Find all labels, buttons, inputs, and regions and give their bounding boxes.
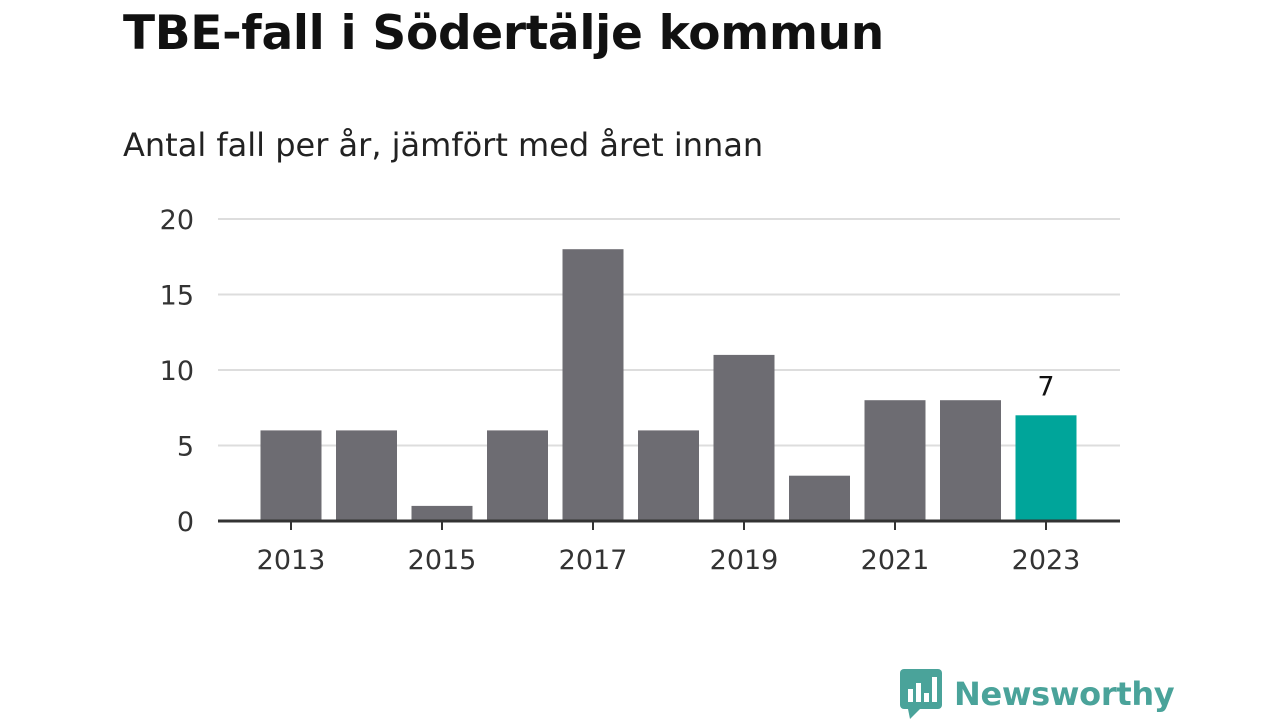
bar-2019 [713,354,775,521]
y-tick-label: 5 [177,432,194,463]
x-tick-label: 2019 [710,545,779,576]
labels: 0 5 10 15 20 7 2013 2015 2017 2019 2021 2023 [160,205,1081,576]
y-tick-label: 15 [160,281,194,312]
bars [260,249,1077,521]
chart-title: TBE-fall i Södertälje kommun [123,6,884,61]
x-tick-label: 2015 [408,545,477,576]
bar-2017 [562,249,624,521]
y-tick-label: 20 [160,205,194,236]
chart-subtitle: Antal fall per år, jämfört med året inna… [123,126,764,164]
x-tick-label: 2021 [861,545,930,576]
brand-name: Newsworthy [954,675,1175,713]
bar-2022 [940,400,1001,521]
axes [218,519,1120,530]
bar-2023 [1015,415,1077,521]
bar-chart-speech-bubble-icon [900,669,942,719]
bar-chart: 0 5 10 15 20 7 2013 2015 2017 2019 2021 2023 [160,205,1120,576]
bar-2020 [789,475,850,521]
bar-2014 [336,430,397,521]
bar-2021 [864,400,926,521]
bar-2016 [487,430,548,521]
x-tick-label: 2013 [257,545,326,576]
brand-logo: Newsworthy [900,668,1175,720]
y-tick-label: 10 [160,356,194,387]
data-label-2023: 7 [1037,371,1054,402]
bar-2015 [411,505,473,521]
bar-2013 [260,430,322,521]
x-tick-label: 2017 [559,545,628,576]
y-tick-label: 0 [177,507,194,538]
x-tick-label: 2023 [1012,545,1081,576]
bar-2018 [638,430,699,521]
